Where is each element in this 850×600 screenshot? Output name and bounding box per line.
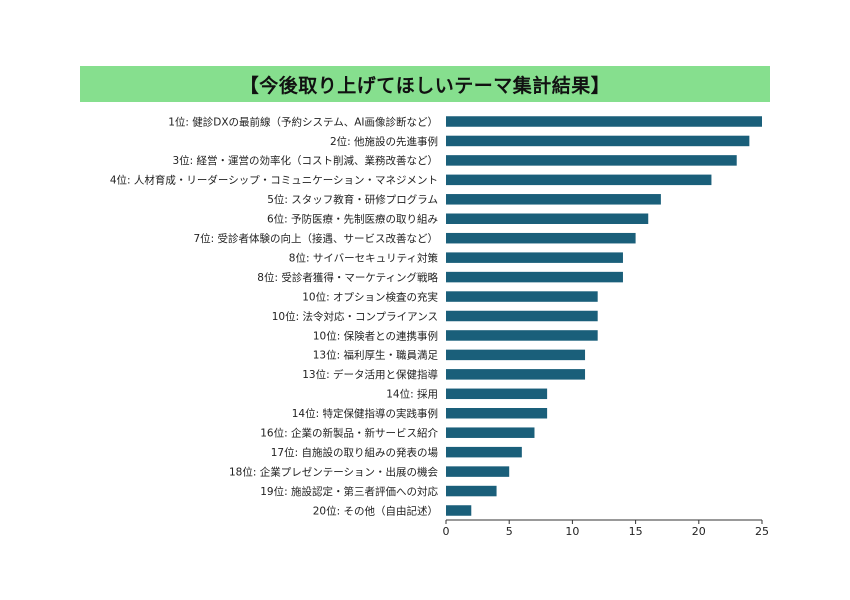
category-label: 14位: 特定保健指導の実践事例 [292,407,438,420]
bar [446,135,750,147]
bar [446,194,661,205]
category-label: 13位: データ活用と保健指導 [302,368,438,381]
bar [446,232,636,244]
bar [446,330,598,341]
bar [446,485,497,497]
category-label: 16位: 企業の新製品・新サービス紹介 [260,427,438,440]
x-tick-label: 10 [565,525,579,538]
category-label: 14位: 採用 [386,388,438,401]
bar [446,213,649,224]
category-label: 10位: 保険者との連携事例 [313,329,438,342]
category-label: 19位: 施設認定・第三者評価への対応 [260,485,438,498]
bar [446,271,623,283]
bar [446,155,737,166]
bar [446,291,598,302]
bar [446,369,586,380]
bar [446,174,712,186]
chart-title-bar: 【今後取り上げてほしいテーマ集計結果】 [80,66,770,102]
category-label: 2位: 他施設の先進事例 [330,135,438,148]
x-tick-label: 25 [755,525,769,538]
x-tick-label: 5 [506,525,513,538]
category-label: 8位: サイバーセキュリティ対策 [289,251,439,264]
category-label: 10位: オプション検査の充実 [302,290,438,303]
category-label: 8位: 受診者獲得・マーケティング戦略 [257,271,438,284]
category-label: 1位: 健診DXの最前線（予約システム、AI画像診断など） [168,115,438,128]
category-label: 5位: スタッフ教育・研修プログラム [267,193,438,206]
category-label: 17位: 自施設の取り組みの発表の場 [271,446,439,459]
x-tick-label: 20 [692,525,706,538]
bar [446,505,472,516]
bar [446,446,522,458]
category-label: 10位: 法令対応・コンプライアンス [272,310,438,323]
bar [446,349,586,361]
bar [446,388,548,400]
bar [446,427,535,438]
bar [446,408,548,419]
category-label: 13位: 福利厚生・職員満足 [313,349,439,362]
bar [446,466,510,477]
category-label: 6位: 予防医療・先制医療の取り組み [267,213,438,226]
x-tick-label: 0 [443,525,450,538]
category-label: 4位: 人材育成・リーダーシップ・コミュニケーション・マネジメント [110,174,438,187]
bar [446,116,762,127]
category-label: 3位: 経営・運営の効率化（コスト削減、業務改善など） [172,154,438,167]
chart-title: 【今後取り上げてほしいテーマ集計結果】 [239,74,611,97]
bar [446,252,623,263]
bar [446,310,598,322]
category-label: 20位: その他（自由記述） [313,504,438,517]
category-label: 18位: 企業プレゼンテーション・出展の機会 [229,465,439,478]
category-label: 7位: 受診者体験の向上（接遇、サービス改善など） [193,232,438,245]
x-tick-label: 15 [629,525,643,538]
